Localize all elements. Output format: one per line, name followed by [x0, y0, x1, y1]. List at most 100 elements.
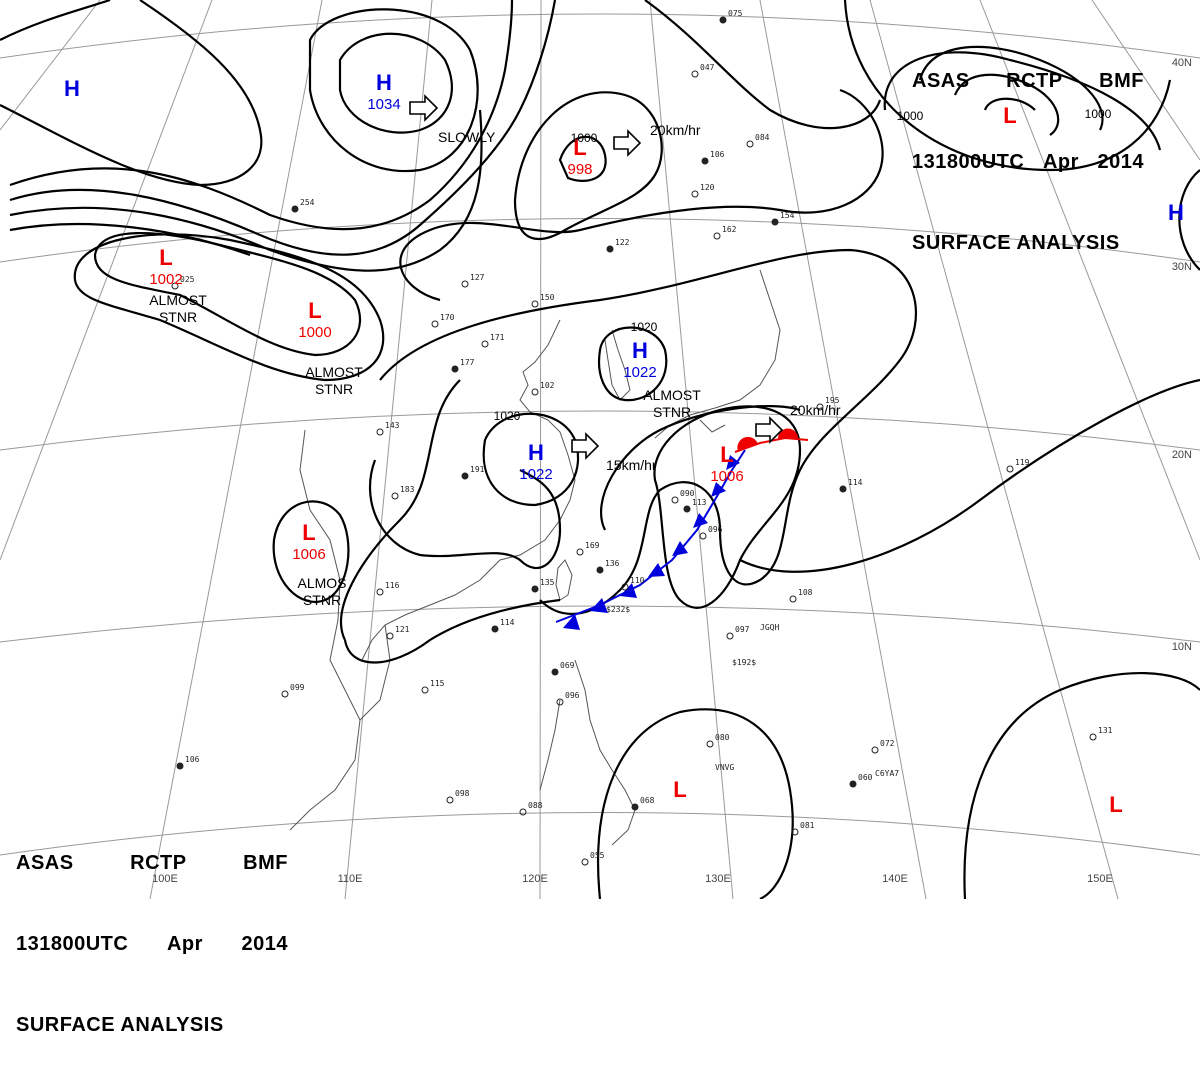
isobar [9, 0, 514, 231]
title-line-2: 131800UTC Apr 2014 [912, 149, 1144, 176]
station-circle-icon [171, 282, 179, 290]
front-triangle [563, 614, 580, 630]
front-triangle [726, 455, 740, 470]
station-circle-icon [596, 566, 604, 574]
title-line-3: SURFACE ANALYSIS [912, 230, 1144, 257]
lon-line [0, 0, 213, 561]
isobar [953, 73, 1060, 136]
station-circle-icon [461, 472, 469, 480]
latitude-label: 40N [1172, 57, 1192, 69]
coast-indochina [289, 429, 361, 831]
isobar [883, 51, 1162, 151]
longitude-lines [0, 0, 1200, 899]
low-pressure-center: L [720, 442, 733, 467]
station-report: 099 [290, 683, 305, 692]
station-report: 108 [798, 588, 813, 597]
station-circle-icon [461, 280, 469, 288]
station-report: 096 [565, 691, 580, 700]
station-circle-icon [519, 808, 527, 816]
title-block-top-right: ASAS RCTP BMF 131800UTC Apr 2014 SURFACE… [912, 14, 1144, 284]
isobar [963, 671, 1200, 899]
isobar [379, 248, 918, 616]
lat-line-40n [0, 13, 1200, 59]
station-report: 114 [848, 478, 863, 487]
station-report: 096 [708, 525, 723, 534]
isobar [0, 0, 111, 41]
stationary-label: STNR [303, 592, 341, 608]
movement-label: SLOWLY [438, 129, 496, 145]
isobar-label: 1000 [897, 109, 924, 123]
station-circle-icon [281, 690, 289, 698]
station-report: 154 [780, 211, 795, 220]
title-month: Apr [166, 933, 203, 955]
station-code: JGQH [760, 623, 779, 632]
station-report: 110 [630, 576, 645, 585]
station-circle-icon [671, 496, 679, 504]
station-circle-icon [531, 585, 539, 593]
lon-line [539, 0, 542, 899]
stationary-label: ALMOST [643, 387, 701, 403]
lon-line [0, 0, 101, 131]
isobar [597, 708, 794, 899]
station-report: 191 [470, 465, 485, 474]
title-analysis: SURFACE ANALYSIS [912, 232, 1120, 254]
movement-label: 15km/hr [606, 457, 657, 473]
isobar [918, 45, 1104, 131]
title-station: RCTP [1006, 70, 1063, 92]
title-code: BMF [243, 852, 288, 874]
cold-front [555, 449, 746, 630]
station-code: $192$ [732, 658, 756, 667]
station-report: 090 [680, 489, 695, 498]
high-pressure-center: H [64, 76, 80, 101]
station-report: 113 [692, 498, 707, 507]
station-report: 136 [605, 559, 620, 568]
lon-line [344, 0, 433, 899]
station-circle-icon [576, 548, 584, 556]
station-report: 195 [825, 396, 840, 405]
lon-line [1091, 0, 1200, 161]
station-circle-icon [699, 532, 707, 540]
station-report: 115 [430, 679, 445, 688]
station-code: C6YA7 [875, 769, 899, 778]
front-triangle [711, 482, 726, 497]
front-semicircle [737, 436, 758, 451]
lat-line-20n [0, 410, 1200, 451]
isobar-label: 1020 [494, 409, 521, 423]
movement-label: 20km/hr [650, 122, 701, 138]
station-report: 097 [735, 625, 750, 634]
station-circle-icon [691, 190, 699, 198]
station-report: 169 [585, 541, 600, 550]
station-report: 114 [500, 618, 515, 627]
coast-philippines [539, 659, 636, 846]
isobar [644, 0, 882, 130]
lon-line [649, 0, 734, 899]
lat-line-0 [0, 812, 1200, 856]
stationary-label: STNR [159, 309, 197, 325]
station-circle-icon [719, 16, 727, 24]
coastlines [289, 269, 781, 846]
isobar [9, 0, 557, 256]
longitude-label: 110E [338, 873, 363, 885]
isobar [338, 32, 453, 134]
isobar [843, 0, 1172, 172]
central-pressure: 1006 [292, 546, 325, 563]
low-pressure-center: L [302, 520, 315, 545]
station-report: 047 [700, 63, 715, 72]
movement-arrow-icon [409, 94, 439, 122]
title-analysis: SURFACE ANALYSIS [16, 1014, 224, 1036]
front-semicircle [777, 428, 798, 439]
lon-line [149, 0, 323, 899]
station-report: 025 [180, 275, 195, 284]
lon-line [979, 0, 1200, 561]
coast-china [361, 319, 576, 661]
station-circle-icon [839, 485, 847, 493]
central-pressure: 1002 [149, 271, 182, 288]
high-pressure-center: H [1168, 200, 1184, 225]
coast-vietnam [359, 624, 391, 721]
central-pressure: 1006 [710, 468, 743, 485]
isobar [93, 231, 361, 357]
title-product: ASAS [912, 70, 970, 92]
movement-arrow-icon [755, 416, 784, 444]
front-triangle [590, 598, 608, 613]
isobar [73, 233, 385, 382]
